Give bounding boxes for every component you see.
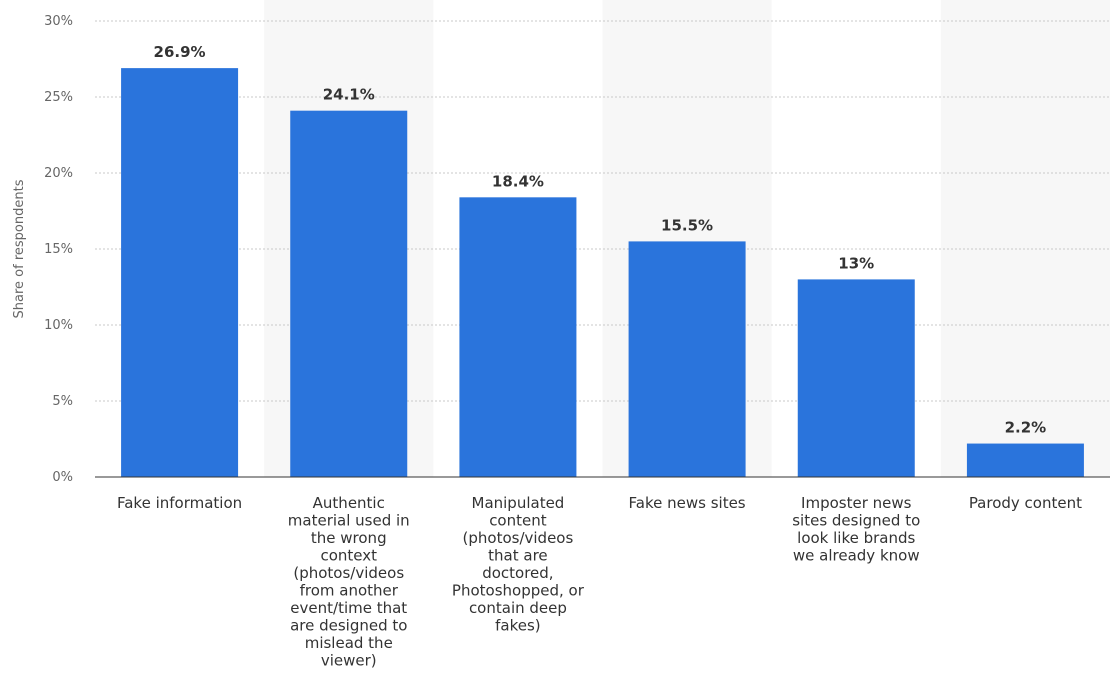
value-labels: 26.9% 24.1% 18.4% 15.5% 13% 2.2% (154, 43, 1047, 436)
alternating-bands (264, 0, 1110, 477)
value-label-1: 24.1% (323, 86, 375, 104)
bar-1[interactable] (290, 110, 408, 478)
category-label-line: Fake information (117, 494, 242, 512)
value-label-4: 13% (838, 254, 874, 272)
y-tick-label: 20% (44, 166, 73, 181)
category-label-line: doctored, (482, 564, 553, 582)
category-label-line: the wrong (311, 529, 387, 547)
bar-3[interactable] (628, 241, 746, 477)
category-label-line: fakes) (495, 617, 541, 635)
category-label-line: (photos/videos (463, 529, 574, 547)
category-label-0: Fake information (117, 494, 242, 512)
bar-5[interactable] (966, 443, 1084, 477)
category-label-line: viewer) (321, 652, 377, 670)
category-label-3: Fake news sites (629, 494, 746, 512)
category-labels: Fake information Authentic material used i… (117, 494, 1082, 670)
category-label-line: context (320, 547, 377, 565)
category-label-line: that are (488, 547, 548, 565)
y-tick-label: 15% (44, 242, 73, 257)
y-tick-label: 5% (52, 394, 73, 409)
y-axis-ticks: 0% 5% 10% 15% 20% 25% 30% (44, 14, 73, 485)
category-label-5: Parody content (969, 494, 1082, 512)
value-label-2: 18.4% (492, 172, 544, 190)
gridlines (95, 20, 1110, 402)
value-label-3: 15.5% (661, 216, 713, 234)
category-label-line: Imposter news (801, 494, 912, 512)
value-label-0: 26.9% (154, 43, 206, 61)
category-label-line: we already know (793, 547, 920, 565)
category-label-line: contain deep (469, 599, 567, 617)
category-label-line: look like brands (797, 529, 915, 547)
category-label-line: are designed to (290, 617, 407, 635)
value-label-5: 2.2% (1005, 419, 1047, 437)
category-label-line: content (489, 512, 547, 530)
bars (121, 68, 1084, 478)
category-label-1: Authentic material used in the wrong contex… (288, 494, 410, 670)
band-5 (940, 0, 1110, 477)
category-label-line: Fake news sites (629, 494, 746, 512)
category-label-line: Photoshopped, or (452, 582, 585, 600)
category-label-line: material used in (288, 512, 410, 530)
y-tick-label: 0% (52, 470, 73, 485)
category-label-4: Imposter news sites designed to look like … (792, 494, 920, 565)
category-label-line: mislead the (305, 634, 393, 652)
category-label-line: Parody content (969, 494, 1082, 512)
category-label-line: from another (300, 582, 399, 600)
bar-4[interactable] (797, 279, 915, 477)
category-label-line: (photos/videos (293, 564, 404, 582)
category-label-line: Authentic (313, 494, 385, 512)
y-axis-label: Share of respondents (12, 179, 27, 318)
bar-0[interactable] (121, 68, 239, 478)
category-label-line: sites designed to (792, 512, 920, 530)
category-label-line: event/time that (290, 599, 407, 617)
y-tick-label: 25% (44, 90, 73, 105)
category-label-line: Manipulated (472, 494, 565, 512)
category-label-2: Manipulated content (photos/videos that are… (452, 494, 585, 635)
bar-2[interactable] (459, 197, 577, 477)
y-tick-label: 10% (44, 318, 73, 333)
y-tick-label: 30% (44, 14, 73, 29)
